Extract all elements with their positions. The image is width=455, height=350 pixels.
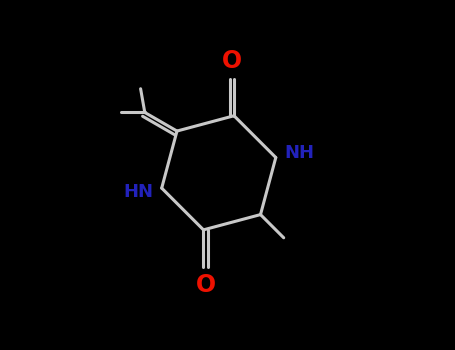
Text: NH: NH — [284, 144, 314, 162]
Text: HN: HN — [123, 183, 153, 202]
Text: O: O — [196, 273, 216, 297]
Text: O: O — [222, 49, 242, 73]
